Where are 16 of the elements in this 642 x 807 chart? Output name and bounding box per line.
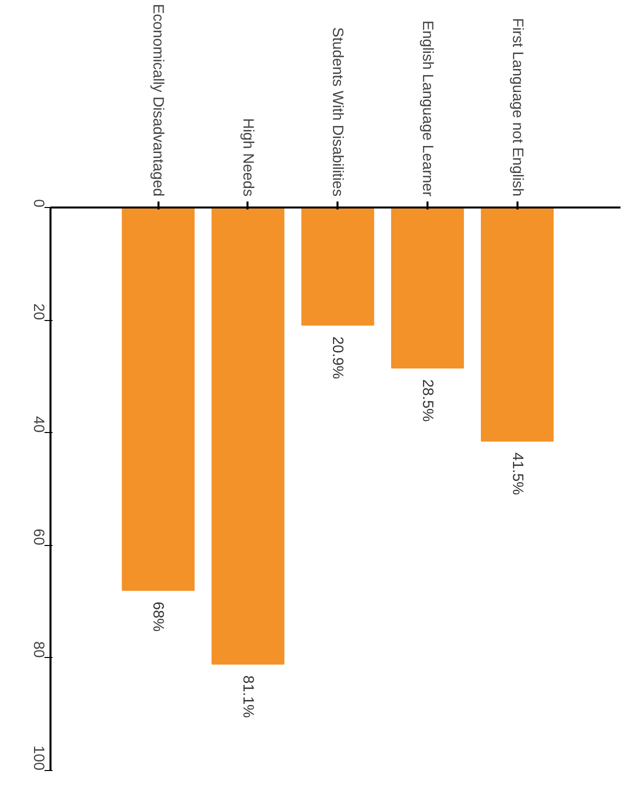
data-label: 28.5% — [419, 379, 436, 422]
data-label: 81.1% — [239, 675, 256, 718]
y-tick-label: 80 — [30, 641, 47, 658]
x-tick-label: Economically Disadvantaged — [150, 4, 167, 197]
y-tick-label: 100 — [30, 745, 47, 771]
x-tick-label: Students With Disabilities — [329, 27, 346, 196]
y-tick-label: 40 — [30, 416, 47, 433]
y-tick-label: 0 — [30, 199, 47, 208]
x-tick-label: High Needs — [239, 118, 256, 197]
y-tick-label: 60 — [30, 528, 47, 546]
x-tick-label: English Language Learner — [419, 20, 436, 197]
x-tick-label: First Language not English — [508, 18, 526, 197]
data-label: 41.5% — [508, 452, 526, 495]
data-label: 20.9% — [329, 336, 346, 379]
data-label: 68% — [150, 602, 167, 632]
y-tick-label: 20 — [30, 303, 47, 320]
